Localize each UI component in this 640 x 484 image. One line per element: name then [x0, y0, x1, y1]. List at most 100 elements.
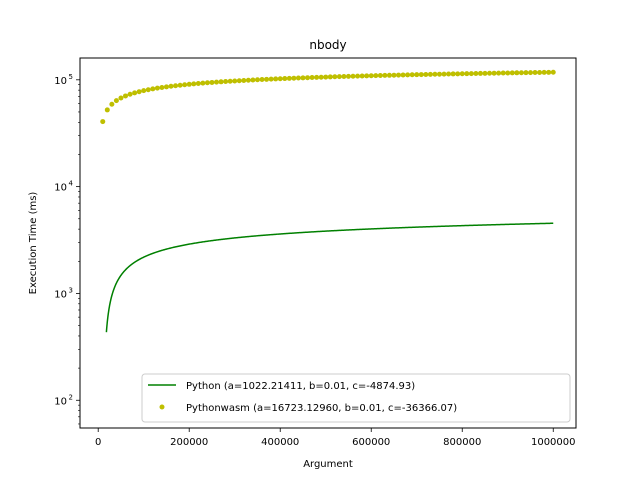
pythonwasm-point	[314, 74, 320, 80]
pythonwasm-point	[518, 70, 524, 76]
y-tick-exponent: 3	[69, 286, 73, 294]
x-tick-label: 0	[95, 437, 101, 448]
pythonwasm-point	[209, 79, 215, 85]
pythonwasm-point	[418, 72, 424, 78]
pythonwasm-point	[282, 76, 288, 82]
pythonwasm-point	[118, 95, 124, 101]
pythonwasm-point	[450, 71, 456, 77]
pythonwasm-point	[432, 71, 438, 77]
pythonwasm-point	[523, 70, 529, 76]
y-tick-label: 10	[54, 76, 67, 87]
pythonwasm-point	[100, 119, 106, 125]
pythonwasm-point	[109, 101, 115, 107]
pythonwasm-point	[163, 84, 169, 90]
x-tick-label: 200000	[170, 437, 208, 448]
pythonwasm-point	[350, 73, 356, 79]
pythonwasm-point	[377, 73, 383, 79]
pythonwasm-point	[264, 76, 270, 82]
y-tick-exponent: 4	[69, 180, 74, 188]
pythonwasm-point	[123, 93, 128, 99]
pythonwasm-point	[396, 72, 402, 78]
pythonwasm-point	[368, 73, 374, 79]
pythonwasm-point	[455, 71, 461, 77]
pythonwasm-point	[273, 76, 279, 82]
y-tick-label: 10	[54, 289, 67, 300]
x-tick-label: 1000000	[531, 437, 576, 448]
pythonwasm-point	[355, 73, 361, 79]
pythonwasm-point	[477, 70, 483, 76]
pythonwasm-point	[173, 83, 179, 89]
pythonwasm-point	[177, 82, 183, 88]
pythonwasm-point	[482, 70, 488, 76]
pythonwasm-point	[423, 71, 429, 77]
pythonwasm-point	[509, 70, 515, 76]
pythonwasm-point	[405, 72, 411, 78]
x-tick-label: 800000	[443, 437, 481, 448]
pythonwasm-point	[127, 91, 133, 97]
pythonwasm-point	[214, 79, 220, 85]
pythonwasm-point	[537, 69, 543, 75]
pythonwasm-point	[150, 86, 156, 92]
y-tick-label: 10	[54, 396, 67, 407]
pythonwasm-point	[250, 77, 256, 83]
pythonwasm-point	[300, 75, 306, 81]
pythonwasm-point	[141, 88, 147, 94]
pythonwasm-point	[546, 69, 552, 75]
pythonwasm-point	[218, 79, 224, 85]
pythonwasm-point	[386, 72, 392, 78]
pythonwasm-point	[323, 74, 329, 80]
plot-frame	[79, 57, 577, 429]
pythonwasm-point	[373, 73, 379, 79]
pythonwasm-point	[391, 72, 397, 78]
pythonwasm-point	[295, 75, 301, 81]
y-tick-label: 10	[54, 183, 67, 194]
pythonwasm-point	[277, 76, 283, 82]
legend-pythonwasm-label: Pythonwasm (a=16723.12960, b=0.01, c=-36…	[186, 403, 457, 414]
pythonwasm-point	[186, 81, 192, 87]
pythonwasm-point	[200, 80, 206, 86]
pythonwasm-point	[514, 70, 520, 76]
pythonwasm-point	[341, 74, 347, 80]
pythonwasm-point	[359, 73, 365, 79]
pythonwasm-point	[505, 70, 511, 76]
pythonwasm-point	[286, 75, 292, 81]
pythonwasm-point	[409, 72, 415, 78]
pythonwasm-point	[204, 80, 210, 86]
pythonwasm-point	[336, 74, 342, 80]
pythonwasm-point	[254, 77, 260, 83]
pythonwasm-point	[436, 71, 442, 77]
legend-python-label: Python (a=1022.21411, b=0.01, c=-4874.93…	[186, 381, 415, 392]
pythonwasm-point	[528, 70, 533, 76]
python-series-line	[105, 222, 554, 333]
x-axis-label: Argument	[303, 459, 353, 470]
pythonwasm-point	[550, 69, 556, 75]
x-tick-label: 600000	[352, 437, 390, 448]
chart-title: nbody	[309, 38, 346, 52]
pythonwasm-point	[259, 77, 265, 83]
y-tick-exponent: 2	[69, 393, 73, 401]
pythonwasm-point	[136, 89, 142, 95]
pythonwasm-point	[195, 81, 201, 86]
pythonwasm-point	[464, 71, 470, 77]
pythonwasm-point	[113, 98, 119, 104]
pythonwasm-point	[400, 72, 406, 78]
x-axis: 0 200000 400000 600000 800000 1000000	[95, 428, 576, 448]
pythonwasm-point	[446, 71, 452, 77]
pythonwasm-point	[318, 74, 324, 80]
pythonwasm-point	[182, 82, 188, 88]
pythonwasm-point	[327, 74, 333, 80]
pythonwasm-point	[382, 72, 388, 78]
pythonwasm-point	[305, 75, 311, 81]
pythonwasm-point	[191, 81, 197, 87]
pythonwasm-point	[132, 90, 138, 96]
legend-box	[141, 373, 571, 423]
pythonwasm-point	[491, 70, 497, 76]
legend: Python (a=1022.21411, b=0.01, c=-4874.93…	[141, 373, 571, 423]
pythonwasm-point	[487, 70, 493, 76]
pythonwasm-point	[241, 77, 247, 83]
pythonwasm-point	[236, 78, 242, 84]
x-tick-label: 400000	[261, 437, 299, 448]
pythonwasm-point	[227, 78, 233, 84]
pythonwasm-point	[104, 107, 110, 113]
